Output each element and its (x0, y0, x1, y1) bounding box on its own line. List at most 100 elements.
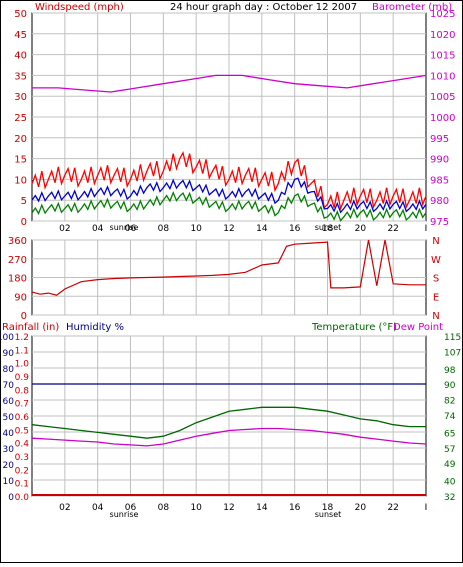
wind-y-tick-label: 25 (14, 113, 27, 124)
time-tick-label-top: 16 (289, 224, 301, 234)
sunset-label-top: sunset (315, 223, 342, 232)
wind-y-tick-label: 35 (14, 71, 27, 82)
time-tick-label-top: 06 (125, 224, 137, 234)
barometer-line (32, 74, 427, 93)
time-tick-label-bottom: 20 (355, 503, 367, 513)
time-tick-label-top: 04 (92, 224, 104, 234)
baro-y-tick-label: 1005 (430, 92, 455, 103)
temp-y-tick-label: 82 (444, 397, 455, 407)
temp-y-tick-label: 115 (444, 333, 461, 343)
graph-title: 24 hour graph day : October 12 2007 (170, 2, 357, 13)
rain-y-tick-label: 0.2 (15, 466, 29, 476)
sunset-label-bottom: sunset (315, 510, 342, 519)
humidity-y-tick-label: 10 (3, 477, 15, 487)
time-tick-label-top: 12 (223, 224, 234, 234)
windspeed-label: Windspeed (mph) (35, 2, 124, 13)
humidity-y-tick-label: 90 (3, 349, 15, 359)
series-line-temperature-f- (31, 406, 426, 439)
time-tick-label-bottom: 14 (256, 503, 268, 513)
humidity-y-tick-label: 50 (3, 413, 15, 423)
compass-label: N (432, 311, 439, 322)
baro-y-tick-label: 1025 (430, 9, 455, 20)
sunrise-label-bottom: sunrise (110, 510, 139, 519)
series-line-dew-point (31, 427, 427, 447)
compass-label: N (432, 236, 439, 247)
wind-y-tick-label: 10 (14, 175, 27, 186)
time-tick-label-bottom: 06 (125, 503, 137, 513)
baro-y-tick-label: 995 (430, 134, 449, 145)
humidity-y-tick-label: 70 (3, 381, 15, 391)
time-tick-label-bottom: 02 (59, 503, 70, 513)
time-tick-label-bottom: 22 (387, 503, 398, 513)
time-tick-label-bottom: 16 (289, 503, 301, 513)
direction-y-tick-label: 90 (14, 292, 27, 303)
axis-labels: 0202040406060808101012121414161618182020… (0, 9, 461, 513)
time-tick-label-top: 22 (387, 224, 398, 234)
baro-y-tick-label: 1000 (430, 113, 455, 124)
wind-y-tick-label: 15 (14, 155, 27, 166)
barometer-label: Barometer (mb) (372, 2, 452, 13)
time-tick-label-bottom: 08 (158, 503, 170, 513)
baro-y-tick-label: 1010 (430, 71, 455, 82)
time-tick-label-bottom: 18 (322, 503, 334, 513)
baro-y-tick-label: 1015 (430, 51, 455, 62)
baro-y-tick-label: 990 (430, 155, 449, 166)
rain-y-tick-label: 0.5 (15, 426, 29, 436)
temp-y-tick-label: 32 (444, 493, 455, 503)
wind-y-tick-label: 0 (21, 217, 27, 228)
time-tick-label-bottom: 04 (92, 503, 104, 513)
wind-series-line-gust (31, 151, 427, 211)
compass-label: E (433, 292, 439, 303)
rain-y-tick-label: 1.0 (15, 360, 30, 370)
rain-y-tick-label: 0.0 (15, 493, 30, 503)
time-tick-label-top: 02 (59, 224, 70, 234)
time-tick-label-top: 10 (190, 224, 202, 234)
humidity-y-tick-label: 100 (0, 333, 14, 343)
humidity-y-tick-label: 80 (3, 365, 15, 375)
baro-y-tick-label: 975 (430, 217, 449, 228)
rain-y-tick-label: 1.2 (15, 333, 29, 343)
compass-label: S (433, 274, 439, 285)
rain-y-tick-label: 1.1 (15, 346, 29, 356)
rain-y-tick-label: 0.9 (15, 373, 30, 383)
chart-marks (31, 74, 427, 496)
wind-y-tick-label: 20 (14, 134, 27, 145)
rain-y-tick-label: 0.6 (15, 413, 30, 423)
temp-y-tick-label: 57 (444, 445, 455, 455)
humidity-y-tick-label: 0 (8, 493, 14, 503)
temp-y-tick-label: 107 (444, 348, 461, 358)
temp-y-tick-label: 49 (444, 460, 456, 470)
temp-y-tick-label: 98 (444, 366, 456, 376)
wind-direction-line (31, 239, 426, 296)
time-tick-label-top: 08 (158, 224, 170, 234)
humidity-y-tick-label: 30 (3, 445, 15, 455)
compass-label: W (431, 255, 441, 266)
rain-y-tick-label: 0.1 (15, 480, 29, 490)
time-tick-label-top: 20 (355, 224, 367, 234)
humidity-y-tick-label: 60 (3, 397, 15, 407)
wind-y-tick-label: 40 (14, 51, 27, 62)
sunrise-label-top: sunrise (110, 223, 139, 232)
direction-y-tick-label: 180 (8, 274, 27, 285)
baro-y-tick-label: 980 (430, 196, 449, 207)
wind-y-tick-label: 45 (14, 30, 27, 41)
rain-y-tick-label: 0.8 (15, 386, 30, 396)
baro-y-tick-label: 985 (430, 175, 449, 186)
rain-y-tick-label: 0.3 (15, 453, 29, 463)
direction-y-tick-label: 0 (21, 311, 27, 322)
wind-y-tick-label: 50 (14, 9, 27, 20)
rainfall-label: Rainfall (in) (2, 322, 59, 333)
rain-y-tick-label: 0.7 (15, 400, 29, 410)
time-tick-label-top: 14 (256, 224, 268, 234)
direction-y-tick-label: 270 (8, 255, 27, 266)
dewpoint-label: Dew Point (393, 322, 443, 333)
direction-y-tick-label: 360 (8, 236, 27, 247)
temp-y-tick-label: 74 (444, 412, 456, 422)
humidity-label: Humidity % (66, 322, 124, 333)
temperature-label: Temperature (°F) (311, 322, 397, 333)
rain-y-tick-label: 0.4 (15, 440, 30, 450)
temp-y-tick-label: 90 (444, 381, 456, 391)
wind-y-tick-label: 5 (21, 196, 27, 207)
